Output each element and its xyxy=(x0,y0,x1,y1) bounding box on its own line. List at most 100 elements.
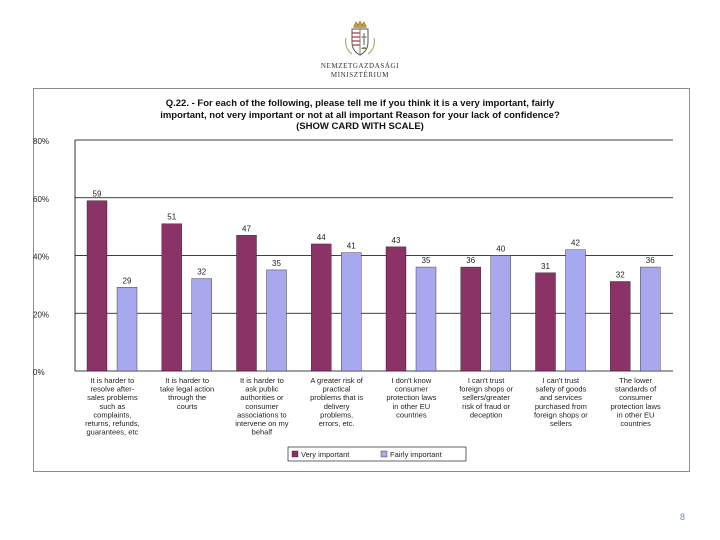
legend-label: Very important xyxy=(301,450,350,459)
legend-swatch xyxy=(380,450,388,458)
coat-of-arms-icon xyxy=(345,20,375,56)
x-tick-label-line: and services xyxy=(540,393,582,402)
x-tick-label: It is harder to take legal action through … xyxy=(160,376,214,411)
x-tick-label-line: guarantees, etc xyxy=(87,428,139,437)
x-tick-label-line: returns, refunds, xyxy=(85,419,140,428)
data-label: 42 xyxy=(571,239,580,248)
bar-fairly-important xyxy=(640,266,661,372)
bar-fairly-important xyxy=(490,255,511,372)
bar-fairly-important xyxy=(565,249,586,372)
x-tick-label-line: foreign shops or xyxy=(534,410,588,419)
data-label: 32 xyxy=(197,268,206,277)
data-label: 44 xyxy=(317,233,326,242)
x-tick-label-line: courts xyxy=(177,402,198,411)
data-label: 35 xyxy=(272,259,281,268)
data-label: 47 xyxy=(242,224,251,233)
chart-frame xyxy=(33,88,690,472)
bar-very-important xyxy=(161,223,182,372)
x-tick-label: The lower standards of consumer protection … xyxy=(611,376,661,428)
x-tick-label-line: through the xyxy=(168,393,206,402)
x-tick-label-line: countries xyxy=(396,410,427,419)
bar-fairly-important xyxy=(266,269,287,372)
x-tick-label-line: safety of goods xyxy=(535,385,586,394)
x-tick-label-line: consumer xyxy=(395,385,428,394)
bar-fairly-important xyxy=(415,266,437,372)
bar-very-important xyxy=(86,200,108,372)
x-tick-label-line: It is harder to xyxy=(90,376,134,385)
x-tick-label-line: practical xyxy=(323,385,351,394)
chart-title-line-3: (SHOW CARD WITH SCALE) xyxy=(296,121,424,132)
x-tick-label-line: take legal action xyxy=(160,385,214,394)
x-tick-label-line: protection laws xyxy=(386,393,436,402)
x-tick-label-line: protection laws xyxy=(611,402,661,411)
x-tick-label-line: authorities or xyxy=(240,393,284,402)
bar-very-important xyxy=(236,235,257,372)
data-label: 40 xyxy=(496,245,505,254)
x-tick-label-line: sellers/greater xyxy=(462,393,510,402)
data-label: 29 xyxy=(123,276,132,285)
y-tick-label: 20% xyxy=(33,310,49,319)
ministry-name: NEMZETGAZDASÁGI MINISZTÉRIUM xyxy=(280,62,440,80)
bar-very-important xyxy=(535,272,556,372)
y-tick-label: 60% xyxy=(33,195,49,204)
x-tick-label-line: problems that is xyxy=(310,393,363,402)
x-tick-label-line: problems, xyxy=(320,410,353,419)
x-tick-label: It is harder to ask public authorities or c… xyxy=(235,376,289,437)
data-label: 36 xyxy=(466,256,475,265)
x-tick-label-line: The lower xyxy=(619,376,652,385)
bar-fairly-important xyxy=(116,287,138,372)
x-tick-label: I can't trust safety of goods and services… xyxy=(534,376,588,428)
bar-very-important xyxy=(460,266,481,372)
ministry-line-2: MINISZTÉRIUM xyxy=(330,71,390,79)
page-number: 8 xyxy=(680,512,686,522)
x-tick-label-line: I can't trust xyxy=(543,376,580,385)
x-tick-label-line: in other EU xyxy=(617,410,655,419)
data-label: 43 xyxy=(392,236,401,245)
x-tick-label-line: purchased from xyxy=(535,402,587,411)
x-tick-label-line: errors, etc. xyxy=(319,419,355,428)
x-tick-label: A greater risk of practical problems that … xyxy=(310,376,364,428)
x-tick-label-line: complaints, xyxy=(93,410,131,419)
x-tick-label-line: deception xyxy=(470,410,503,419)
x-tick-label-line: countries xyxy=(620,419,651,428)
y-tick-label: 0% xyxy=(33,368,45,377)
x-tick-label-line: in other EU xyxy=(393,402,431,411)
data-label: 59 xyxy=(93,190,102,199)
x-tick-label-line: behalf xyxy=(252,428,273,437)
bar-very-important xyxy=(385,246,407,372)
ministry-line-1: NEMZETGAZDASÁGI xyxy=(320,62,400,70)
x-tick-label-line: resolve after- xyxy=(90,385,134,394)
chart-title-line-1: Q.22. - For each of the following, pleas… xyxy=(165,98,555,109)
x-tick-label: I don't know consumer protection laws in ot… xyxy=(386,376,436,419)
data-label: 32 xyxy=(616,270,625,279)
data-label: 51 xyxy=(167,213,176,222)
bar-fairly-important xyxy=(341,252,362,372)
x-tick-label-line: standards of xyxy=(615,385,657,394)
x-tick-label-line: such as xyxy=(99,402,125,411)
data-label: 35 xyxy=(422,256,431,265)
x-tick-label-line: consumer xyxy=(619,393,652,402)
x-tick-label-line: A greater risk of xyxy=(310,376,363,385)
x-tick-label: It is harder to resolve after-sales probl… xyxy=(85,376,140,437)
chart-title-line-2: important, not very important or not at … xyxy=(160,109,560,121)
legend-label: Fairly important xyxy=(390,450,443,459)
y-tick-label: 40% xyxy=(33,253,49,262)
data-label: 31 xyxy=(541,262,550,271)
x-tick-label-line: foreign shops or xyxy=(459,385,513,394)
x-tick-label-line: consumer xyxy=(245,402,278,411)
x-tick-label: I can't trust foreign shops or sellers/gre… xyxy=(459,376,513,419)
legend-box xyxy=(287,446,467,462)
legend-swatch xyxy=(291,450,299,458)
x-tick-label-line: It is harder to xyxy=(165,376,209,385)
bar-very-important xyxy=(311,243,332,372)
bar-very-important xyxy=(610,281,631,372)
x-tick-label-line: intervene on my xyxy=(235,419,289,428)
chart-title: Q.22. - For each of the following, pleas… xyxy=(95,98,625,133)
data-label: 36 xyxy=(646,256,655,265)
data-label: 41 xyxy=(347,242,356,251)
x-tick-label-line: I can't trust xyxy=(468,376,505,385)
x-tick-label-line: sellers xyxy=(550,419,572,428)
x-tick-label-line: It is harder to xyxy=(240,376,284,385)
x-tick-label-line: I don't know xyxy=(391,376,431,385)
